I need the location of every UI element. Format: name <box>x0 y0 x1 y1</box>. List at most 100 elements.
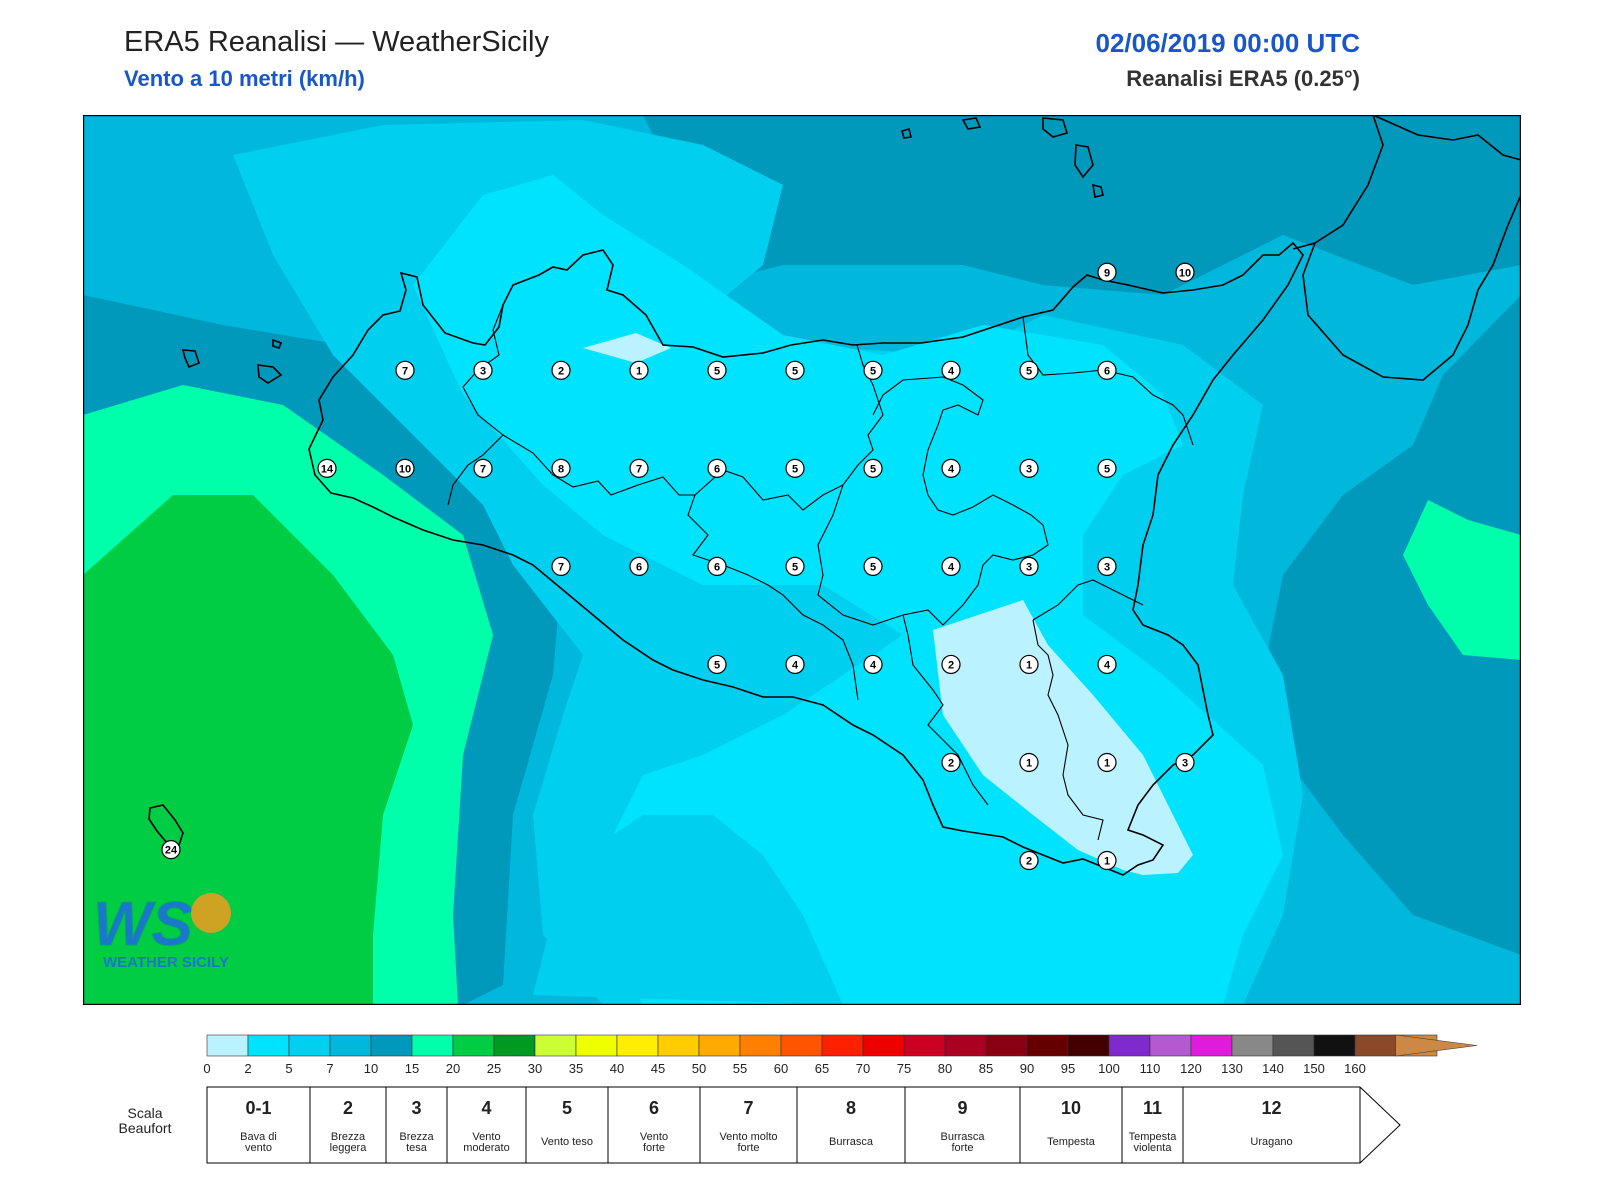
station-marker: 5 <box>863 556 883 576</box>
colorbar-segment <box>1149 1034 1192 1057</box>
station-marker: 5 <box>785 360 805 380</box>
station-value: 4 <box>948 365 955 377</box>
colorbar-segment <box>247 1034 290 1057</box>
station-circle <box>551 360 571 380</box>
station-value: 5 <box>714 659 720 671</box>
station-marker: 2 <box>551 360 571 380</box>
station-circle <box>941 556 961 576</box>
station-marker: 7 <box>551 556 571 576</box>
station-marker: 1 <box>1097 850 1117 871</box>
colorbar-segment <box>534 1034 577 1057</box>
station-marker: 6 <box>707 556 727 576</box>
beaufort-cell: 5 Vento teso <box>525 1086 609 1164</box>
border-caltanissetta <box>687 494 859 701</box>
station-circle <box>863 360 883 380</box>
map-title: ERA5 Reanalisi — WeatherSicily <box>124 26 549 58</box>
station-value: 3 <box>480 365 486 377</box>
station-circle <box>941 360 961 380</box>
station-value: 3 <box>1182 757 1188 769</box>
station-value: 9 <box>1104 267 1110 279</box>
station-circle <box>629 556 649 576</box>
station-circle <box>863 556 883 576</box>
beaufort-number: 12 <box>1261 1098 1281 1118</box>
station-marker: 1 <box>1019 752 1039 773</box>
logo-mark: WS <box>93 890 193 959</box>
station-value: 5 <box>792 561 798 573</box>
border-catania-ragusa-siracusa <box>902 579 1144 806</box>
colorbar-segment <box>452 1034 495 1057</box>
fill-15-20-east <box>1403 500 1521 660</box>
station-circle <box>1019 360 1039 380</box>
station-circle <box>1019 458 1039 478</box>
station-value: 5 <box>870 463 876 475</box>
beaufort-cell-box <box>525 1086 609 1164</box>
station-circle <box>161 840 181 860</box>
colorbar-tick: 65 <box>815 1061 829 1076</box>
colorbar-arrow <box>1395 1034 1478 1057</box>
station-value: 1 <box>1026 659 1032 671</box>
beaufort-description: Bava di vento <box>240 1131 277 1154</box>
beaufort-cell-box <box>309 1086 387 1164</box>
colorbar-tick: 120 <box>1180 1061 1202 1076</box>
colorbar-tick: 70 <box>856 1061 870 1076</box>
border-siracusa <box>1032 619 1104 841</box>
colorbar-tick: 110 <box>1140 1061 1161 1076</box>
beaufort-description: Brezza leggera <box>330 1131 368 1154</box>
beaufort-description: Brezza tesa <box>399 1131 434 1154</box>
station-value: 14 <box>321 463 334 475</box>
colorbar-tick: 80 <box>938 1061 952 1076</box>
beaufort-number: 4 <box>481 1098 491 1118</box>
station-value: 24 <box>165 845 178 857</box>
station-circle <box>707 458 727 478</box>
colorbar-tick: 140 <box>1262 1061 1284 1076</box>
station-value: 6 <box>714 463 720 475</box>
map-resolution: Reanalisi ERA5 (0.25°) <box>1126 66 1360 91</box>
beaufort-number: 2 <box>343 1098 353 1118</box>
map-subtitle: Vento a 10 metri (km/h) <box>124 66 365 91</box>
station-circle <box>551 458 571 478</box>
legend: 0 2 5 7 10 15 20 25 30 35 40 45 50 55 60 65 70 75 80 85 90 95… <box>119 1034 1478 1164</box>
colorbar-tick: 50 <box>692 1061 706 1076</box>
station-circle <box>863 654 883 675</box>
station-value: 10 <box>399 463 411 475</box>
colorbar-segment <box>288 1034 331 1057</box>
station-marker: 5 <box>863 458 883 478</box>
station-value: 7 <box>480 463 486 475</box>
station-marker: 4 <box>941 360 961 380</box>
station-marker: 2 <box>941 752 961 773</box>
station-marker: 4 <box>863 654 883 675</box>
colorbar-segment <box>575 1034 618 1057</box>
station-marker: 5 <box>785 458 805 478</box>
colorbar-tick: 95 <box>1061 1061 1075 1076</box>
fill-10-15-north-east <box>643 115 1521 295</box>
station-circle <box>863 458 883 478</box>
beaufort-description: Burrasca forte <box>940 1131 985 1154</box>
station-marker: 5 <box>863 360 883 380</box>
station-marker: 3 <box>1019 556 1039 576</box>
station-circle <box>473 458 493 478</box>
beaufort-description: Tempesta <box>1047 1136 1096 1148</box>
logo-text: WEATHER SICILY <box>103 954 229 971</box>
station-marker: 10 <box>1175 262 1195 282</box>
station-value: 5 <box>792 365 798 377</box>
station-circle <box>1019 556 1039 576</box>
beaufort-number: 0-1 <box>245 1098 271 1118</box>
station-circle <box>395 360 415 380</box>
beaufort-description: Vento forte <box>640 1131 668 1154</box>
fill-20-25-west <box>83 495 413 1005</box>
colorbar-segment <box>903 1034 946 1057</box>
beaufort-cell: 3 Brezza tesa <box>385 1086 448 1164</box>
colorbar-tick: 35 <box>569 1061 583 1076</box>
colorbar-tick: 30 <box>528 1061 542 1076</box>
station-marker: 8 <box>551 458 571 478</box>
station-marker: 3 <box>1019 458 1039 478</box>
station-value: 5 <box>870 561 876 573</box>
station-value: 4 <box>792 659 799 671</box>
station-circle <box>1019 850 1039 871</box>
beaufort-number: 8 <box>846 1098 856 1118</box>
beaufort-cell-box <box>699 1086 798 1164</box>
station-value: 5 <box>1104 463 1110 475</box>
station-value: 3 <box>1104 561 1110 573</box>
colorbar-segment <box>862 1034 905 1057</box>
